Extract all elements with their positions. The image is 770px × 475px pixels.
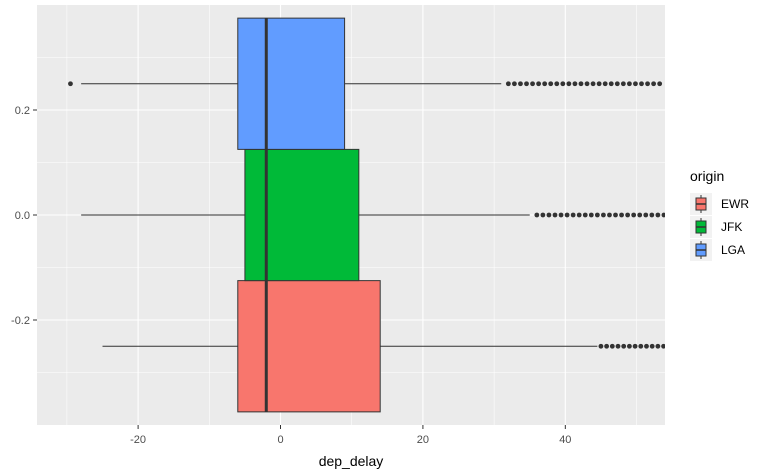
y-tick-label: -0.2 (11, 315, 30, 327)
legend-item-jfk: JFK (690, 216, 742, 238)
box-lga (68, 17, 663, 150)
x-axis-title: dep_delay (319, 453, 384, 469)
outlier-point (657, 81, 663, 87)
outlier-point (530, 81, 535, 87)
outlier-point (590, 81, 596, 87)
outlier-point (615, 343, 621, 349)
outlier-point (566, 81, 572, 87)
box-iqr (244, 148, 360, 282)
outlier-point (572, 81, 578, 87)
outlier-point (626, 343, 632, 349)
legend-title: origin (690, 168, 724, 184)
outlier-point (619, 212, 624, 218)
outlier-point (632, 343, 638, 349)
outlier-point (614, 81, 620, 87)
x-tick-label: 0 (277, 434, 283, 446)
outlier-point (584, 81, 590, 87)
outlier-point (609, 343, 615, 349)
x-tick-label: 20 (417, 434, 429, 446)
outlier-point (512, 81, 517, 87)
legend-item-ewr: EWR (690, 193, 749, 215)
x-tick-label: -20 (130, 434, 146, 446)
outlier-point (621, 343, 627, 349)
outlier-point (639, 81, 644, 87)
legend-label: JFK (721, 220, 742, 234)
outlier-point (540, 212, 546, 218)
outlier-point (644, 343, 649, 349)
outlier-point (546, 212, 552, 218)
box-ewr (102, 280, 665, 413)
outlier-point (560, 81, 566, 87)
y-tick-label: 0.0 (15, 210, 30, 222)
outlier-point (582, 212, 588, 218)
legend-item-lga: LGA (690, 239, 745, 261)
y-tick-label: 0.2 (15, 105, 30, 117)
outlier-point (554, 81, 560, 87)
outlier-point (613, 212, 618, 218)
outlier-point (645, 81, 650, 87)
box-iqr (237, 280, 381, 413)
series-layer (68, 17, 665, 413)
outlier-point (558, 212, 564, 218)
outlier-point (518, 81, 523, 87)
outlier-point (576, 212, 582, 218)
outlier-point (598, 343, 604, 349)
legend: origin EWR JFK LGA (690, 168, 749, 261)
x-axis: -20 0 20 40 (130, 425, 571, 446)
outlier-point (548, 81, 554, 87)
outlier-point (631, 212, 637, 218)
outlier-point (552, 212, 558, 218)
outlier-point (661, 343, 665, 349)
box-jfk (81, 148, 665, 282)
outlier-point (661, 212, 665, 218)
outlier-point (68, 81, 73, 87)
outlier-point (564, 212, 570, 218)
outlier-point (570, 212, 576, 218)
outlier-point (524, 81, 529, 87)
legend-label: EWR (721, 197, 749, 211)
outlier-point (542, 81, 548, 87)
outlier-point (655, 212, 661, 218)
outlier-point (638, 343, 644, 349)
outlier-point (602, 81, 608, 87)
outlier-point (588, 212, 594, 218)
outlier-point (505, 81, 511, 87)
outlier-point (601, 212, 606, 218)
outlier-point (578, 81, 584, 87)
x-tick-label: 40 (559, 434, 571, 446)
outlier-point (536, 81, 542, 87)
outlier-point (655, 343, 661, 349)
outlier-point (643, 212, 649, 218)
outlier-point (625, 212, 631, 218)
outlier-point (604, 343, 610, 349)
box-iqr (237, 17, 346, 150)
outlier-point (637, 212, 643, 218)
y-axis: -0.2 0.0 0.2 (11, 105, 37, 327)
outlier-point (608, 81, 614, 87)
outlier-point (626, 81, 632, 87)
outlier-point (620, 81, 626, 87)
outlier-point (607, 212, 612, 218)
outlier-point (594, 212, 600, 218)
outlier-point (649, 343, 655, 349)
outlier-point (649, 212, 655, 218)
outlier-point (596, 81, 602, 87)
outlier-point (534, 212, 540, 218)
outlier-point (633, 81, 638, 87)
outlier-point (651, 81, 657, 87)
legend-label: LGA (721, 243, 745, 257)
